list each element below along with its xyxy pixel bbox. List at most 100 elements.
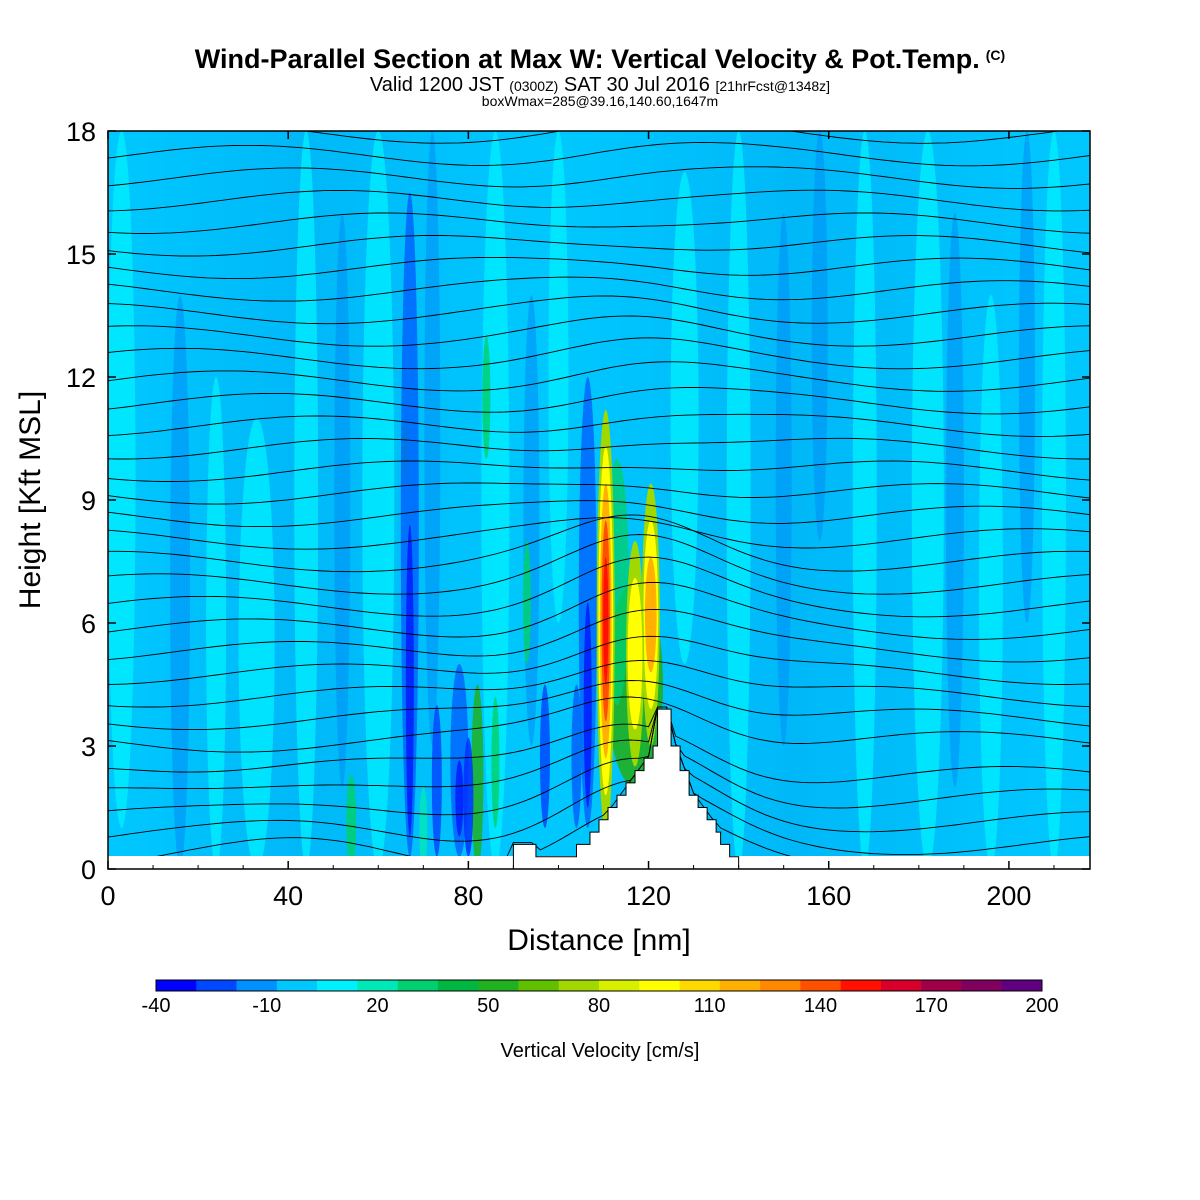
isentrope-line <box>108 706 1090 784</box>
colorbar-tick-label: 140 <box>804 995 837 1017</box>
weak-updraft-band <box>670 172 699 664</box>
isentrope-line <box>108 276 1090 302</box>
updraft-patch <box>491 696 500 829</box>
isentrope-line <box>108 500 1090 528</box>
isentrope-line <box>108 680 1090 731</box>
y-tick-label: 6 <box>81 609 96 639</box>
isentrope-line <box>108 315 1090 347</box>
downdraft-patch <box>431 705 442 856</box>
isentrope-line <box>108 608 1090 663</box>
axes: 0 40 80 120 160 200 0 3 6 9 12 15 18 <box>66 117 1090 911</box>
colorbar: -40 -10 20 50 80 110 140 170 200 <box>142 979 1059 1017</box>
colorbar-swatch <box>397 980 439 991</box>
y-axis-label: Height [Kft MSL] <box>14 391 47 609</box>
isentrope-line <box>108 534 1090 595</box>
colorbar-swatch <box>599 980 640 991</box>
colorbar-swatch <box>236 980 278 991</box>
isentrope-line <box>108 556 1090 618</box>
colorbar-swatch <box>196 980 237 991</box>
colorbar-tick-label: 20 <box>366 995 388 1017</box>
colorbar-tick-label: 170 <box>915 995 948 1017</box>
valid-date: SAT 30 Jul 2016 <box>563 74 710 96</box>
vertical-velocity-field <box>108 131 1090 856</box>
isentrope-line <box>108 696 1090 753</box>
colorbar-swatch <box>518 980 560 991</box>
colorbar-swatch <box>679 980 721 991</box>
weak-updraft-band <box>481 131 510 856</box>
isentrope-line <box>108 189 1090 212</box>
colorbar-swatch <box>921 980 962 991</box>
x-axis-label: Distance [nm] <box>507 924 690 957</box>
weak-downdraft-band <box>945 213 964 787</box>
weak-downdraft-band <box>523 295 540 746</box>
isentrope-line <box>108 337 1090 370</box>
isentrope-line <box>108 387 1090 415</box>
updraft-patch <box>482 336 491 459</box>
downdraft-patch <box>539 684 550 828</box>
colorbar-swatch <box>478 980 519 991</box>
y-tick-label: 3 <box>81 732 96 762</box>
chart-title: Wind-Parallel Section at Max W: Vertical… <box>0 44 1200 75</box>
downdraft-patch <box>571 684 582 828</box>
isentrope-line <box>108 256 1090 280</box>
colorbar-swatch <box>800 980 841 991</box>
weak-downdraft-band <box>775 213 792 746</box>
downdraft-core <box>400 192 419 856</box>
updraft-patch <box>522 541 531 664</box>
weak-updraft-band <box>362 131 395 856</box>
potential-temperature-isentropes <box>108 131 1090 856</box>
updraft-patch <box>471 684 484 856</box>
colorbar-tick-label: 200 <box>1025 995 1058 1017</box>
downdraft-patch <box>463 737 474 856</box>
y-tick-label: 18 <box>66 117 96 147</box>
colorbar-swatch <box>437 980 479 991</box>
y-tick-label: 0 <box>81 855 96 885</box>
isentrope-line <box>108 437 1090 460</box>
colorbar-swatch <box>357 980 398 991</box>
copyright-mark: (C) <box>985 47 1006 63</box>
colorbar-swatch <box>1001 980 1043 991</box>
forecast-info: [21hrFcst@1348z] <box>715 78 831 94</box>
isentrope-line <box>108 706 1090 809</box>
colorbar-swatch <box>719 980 761 991</box>
isentrope-line <box>108 361 1090 392</box>
downdraft-core-inner <box>583 602 592 808</box>
isentrope-line <box>108 635 1090 685</box>
valid-zulu: (0300Z) <box>509 78 559 94</box>
colorbar-label: Vertical Velocity [cm/s] <box>501 1040 700 1062</box>
x-tick-label: 120 <box>626 881 671 911</box>
isentrope-line <box>302 131 1063 144</box>
colorbar-swatch <box>156 980 197 991</box>
x-tick-label: 0 <box>100 881 115 911</box>
box-info: boxWmax=285@39.16,140.60,1647m <box>481 93 719 109</box>
updraft-patch <box>346 774 357 856</box>
colorbar-swatch <box>760 980 801 991</box>
weak-updraft-band <box>294 131 319 856</box>
weak-downdraft-band <box>1018 131 1035 623</box>
downdraft-core-inner <box>405 524 414 837</box>
colorbar-swatch <box>880 980 922 991</box>
weak-downdraft-band <box>170 295 191 856</box>
colorbar-frame <box>155 979 1043 992</box>
colorbar-swatch <box>840 980 882 991</box>
isentrope-line <box>108 166 1090 189</box>
chart-subtitle: Valid 1200 JST (0300Z) SAT 30 Jul 2016 [… <box>0 74 1200 97</box>
colorbar-tick-label: 80 <box>588 995 610 1017</box>
colorbar-swatch <box>961 980 1003 991</box>
isentrope-line <box>108 142 1090 167</box>
updraft-core <box>627 577 643 730</box>
weak-updraft-band <box>852 131 877 856</box>
x-tick-label: 160 <box>806 881 851 911</box>
x-tick-label: 80 <box>453 881 483 911</box>
isentrope-line <box>108 706 1090 833</box>
x-tick-label: 200 <box>986 881 1031 911</box>
colorbar-swatch <box>276 980 318 991</box>
colorbar-swatch <box>639 980 680 991</box>
updraft-patch <box>419 787 428 856</box>
isentrope-line <box>108 582 1090 640</box>
isentrope-line <box>108 514 1090 573</box>
isentrope-line <box>108 235 1090 257</box>
weak-updraft-band <box>206 377 227 856</box>
weak-updraft-band <box>238 418 275 856</box>
chart-title-text: Wind-Parallel Section at Max W: Vertical… <box>194 44 980 74</box>
